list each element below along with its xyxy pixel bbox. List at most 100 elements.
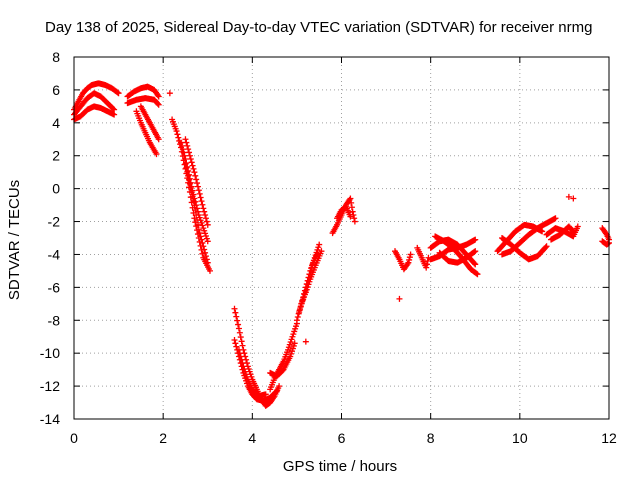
data-point [186, 180, 193, 187]
data-point [316, 241, 323, 248]
data-point [346, 196, 353, 203]
data-point [570, 195, 577, 202]
y-tick-label: 6 [52, 82, 60, 98]
data-point [542, 244, 549, 251]
data-point [472, 236, 479, 243]
data-point [174, 131, 181, 138]
data-point [552, 215, 559, 222]
data-point [175, 134, 182, 141]
data-point [235, 346, 242, 353]
data-point [234, 317, 241, 324]
data-point [201, 246, 208, 253]
data-point [198, 198, 205, 205]
data-point [232, 309, 239, 316]
data-point [236, 350, 243, 357]
data-point [238, 356, 245, 363]
data-point [194, 216, 201, 223]
data-point [235, 321, 242, 328]
y-tick-label: -10 [40, 345, 60, 361]
data-point [238, 338, 245, 345]
data-point [206, 267, 213, 274]
data-point [192, 207, 199, 214]
data-point [183, 139, 190, 146]
data-point [349, 208, 356, 215]
data-point [184, 142, 191, 149]
data-point [232, 340, 239, 347]
data-point [193, 211, 200, 218]
x-tick-label: 4 [248, 430, 256, 446]
data-point [203, 218, 210, 225]
y-tick-label: 2 [52, 148, 60, 164]
axis-ticks [73, 56, 610, 420]
data-point [203, 256, 210, 263]
data-point [472, 261, 479, 268]
data-point [570, 228, 577, 235]
data-point [191, 169, 198, 176]
data-point [276, 383, 283, 390]
data-point [155, 136, 162, 143]
y-tick-label: -2 [48, 214, 61, 230]
data-point [153, 151, 160, 158]
data-point [236, 329, 243, 336]
data-point [189, 162, 196, 169]
data-point [173, 128, 180, 135]
data-point [188, 159, 195, 166]
data-point [233, 313, 240, 320]
data-point [347, 195, 354, 202]
x-tick-labels: 0 2 4 6 8 10 12 [70, 430, 617, 446]
data-point [565, 193, 572, 200]
data-point [202, 249, 209, 256]
data-point [569, 227, 576, 234]
data-point [195, 226, 202, 233]
data-point [405, 259, 412, 266]
y-tick-labels: 8 6 4 2 0 -2 -4 -6 -8 -10 -12 -14 [40, 49, 60, 427]
data-point [197, 233, 204, 240]
data-point [180, 149, 187, 156]
data-point [406, 254, 413, 261]
data-point [539, 228, 546, 235]
y-tick-label: -6 [48, 279, 61, 295]
data-point [185, 172, 192, 179]
data-point [195, 187, 202, 194]
data-point [202, 253, 209, 260]
data-point [291, 340, 298, 347]
y-tick-label: -8 [48, 312, 61, 328]
data-point [186, 152, 193, 159]
x-axis-label: GPS time / hours [283, 458, 397, 475]
x-tick-label: 8 [427, 430, 435, 446]
data-point [111, 111, 118, 118]
data-point [186, 149, 193, 156]
y-tick-label: -14 [40, 411, 60, 427]
data-point [474, 271, 481, 278]
y-tick-label: -12 [40, 378, 60, 394]
data-point [187, 184, 194, 191]
data-point [181, 152, 188, 159]
x-tick-label: 0 [70, 430, 78, 446]
data-point [194, 180, 201, 187]
data-point [202, 215, 209, 222]
data-point [294, 313, 301, 320]
data-point [182, 160, 189, 167]
data-point [186, 176, 193, 183]
data-point [166, 90, 173, 97]
data-point [404, 260, 411, 267]
data-point [237, 334, 244, 341]
data-point [204, 221, 211, 228]
y-tick-label: -4 [48, 246, 61, 262]
y-tick-label: 4 [52, 115, 60, 131]
data-point [155, 101, 162, 108]
data-point [198, 236, 205, 243]
data-point [272, 388, 279, 395]
data-point [197, 194, 204, 201]
data-point [204, 238, 211, 245]
data-point [296, 309, 303, 316]
data-point [193, 176, 200, 183]
data-point [471, 260, 478, 267]
data-point [188, 189, 195, 196]
x-tick-label: 2 [159, 430, 167, 446]
data-point [199, 239, 206, 246]
data-point [347, 213, 354, 220]
data-point [351, 218, 358, 225]
x-tick-label: 10 [512, 430, 528, 446]
